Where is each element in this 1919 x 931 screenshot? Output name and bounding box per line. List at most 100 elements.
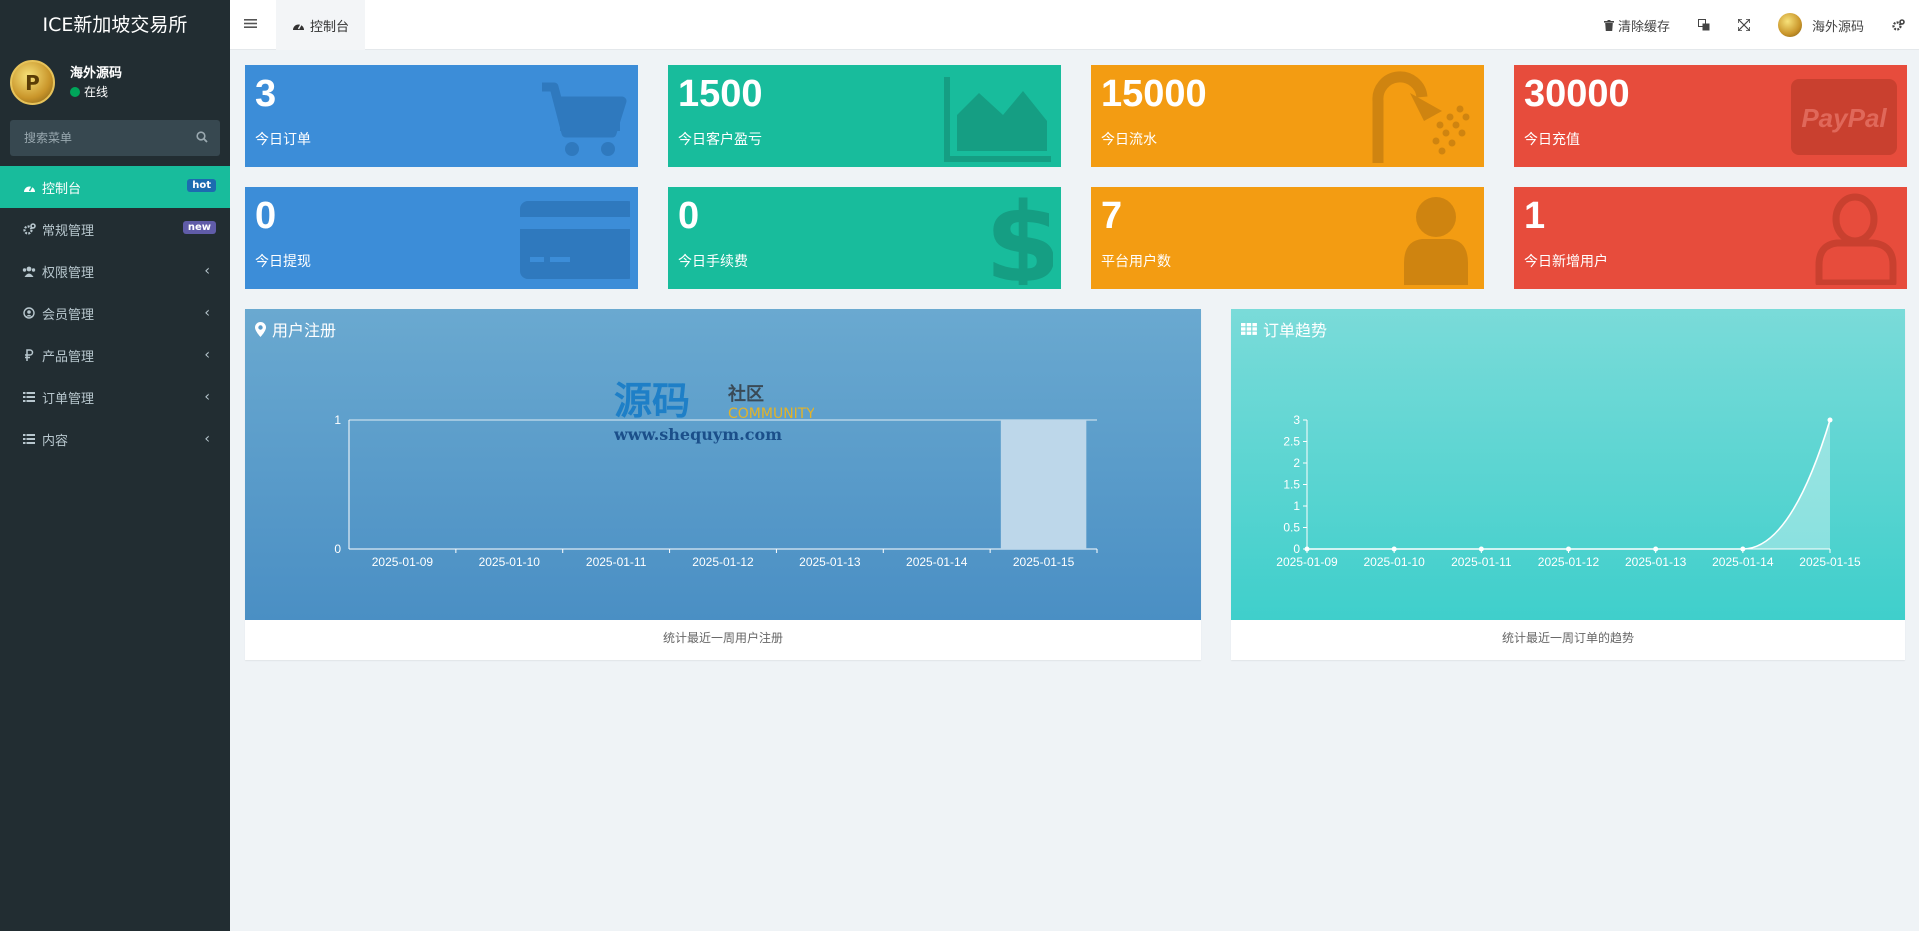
sidebar-item-label: 常规管理 xyxy=(42,223,95,239)
hot-badge: hot xyxy=(187,179,216,192)
user-circle-icon xyxy=(22,306,36,320)
x-tick-label: 2025-01-12 xyxy=(692,555,754,569)
list-icon xyxy=(22,432,36,446)
y-tick-label: 1 xyxy=(334,413,341,427)
sidebar: ICE新加坡交易所 P 海外源码 在线 控制台 hot 常规管理 new 权限管… xyxy=(0,0,230,931)
ruble-icon xyxy=(22,348,36,362)
fullscreen-button[interactable] xyxy=(1724,0,1764,50)
panel-header: 订单趋势 0 0.5 1 1.5 2 2.5 3 2025-01-09 2025-01-10 20… xyxy=(1231,309,1905,620)
dashboard-icon xyxy=(22,180,36,194)
menu-search-input[interactable] xyxy=(10,120,220,156)
cart-icon xyxy=(542,82,627,156)
user-status: 在线 xyxy=(70,83,108,100)
x-tick-label: 2025-01-12 xyxy=(1538,555,1600,569)
user-menu[interactable]: 海外源码 xyxy=(1764,0,1878,50)
user-registration-panel: 用户注册 0 1 2025-01-09 2025-01-10 2025-01-11 202… xyxy=(245,309,1201,660)
stat-value: 3 xyxy=(255,73,277,115)
panel-title: 用户注册 xyxy=(255,317,336,341)
tab-label: 控制台 xyxy=(310,19,350,35)
trash-icon xyxy=(1603,19,1614,31)
stat-value: 15000 xyxy=(1101,73,1207,115)
watermark-main: 源码 xyxy=(614,379,690,423)
stat-value: 0 xyxy=(255,195,277,237)
stat-label: 今日订单 xyxy=(255,132,311,148)
stat-fees: 0 今日手续费 $ xyxy=(668,187,1061,289)
cogs-icon xyxy=(22,222,36,236)
new-badge: new xyxy=(182,221,216,234)
stat-label: 今日提现 xyxy=(255,254,311,270)
search-icon[interactable] xyxy=(196,131,208,143)
stat-value: 30000 xyxy=(1524,73,1630,115)
paypal-text: PayPal xyxy=(1801,103,1887,133)
order-trend-panel: 订单趋势 0 0.5 1 1.5 2 2.5 3 2025-01-09 2025-01-10 20… xyxy=(1231,309,1905,660)
sidebar-item-label: 控制台 xyxy=(42,181,82,197)
dollar-icon: $ xyxy=(985,193,1053,285)
chevron-left-icon: ‹ xyxy=(204,305,210,321)
stat-label: 今日流水 xyxy=(1101,132,1157,148)
y-tick-label: 0 xyxy=(1293,542,1300,556)
chevron-left-icon: ‹ xyxy=(204,263,210,279)
panel-title-text: 订单趋势 xyxy=(1263,321,1328,340)
user-panel: P 海外源码 在线 xyxy=(0,50,230,120)
menu-toggle-icon[interactable] xyxy=(244,17,257,30)
clear-cache-button[interactable]: 清除缓存 xyxy=(1590,0,1684,50)
brand-title[interactable]: ICE新加坡交易所 xyxy=(0,0,230,50)
watermark-logo: 源码 社区 COMMUNITY www.shequym.com xyxy=(614,379,814,444)
series-line xyxy=(1307,419,1831,550)
sidebar-item-permissions[interactable]: 权限管理 ‹ xyxy=(0,250,230,292)
paypal-icon: PayPal xyxy=(1791,79,1897,155)
chevron-left-icon: ‹ xyxy=(204,347,210,363)
list-icon xyxy=(22,390,36,404)
fullscreen-icon xyxy=(1737,19,1750,31)
watermark-url: www.shequym.com xyxy=(614,425,782,444)
group-icon xyxy=(22,264,36,278)
area-fill xyxy=(1307,420,1830,549)
area-chart-icon xyxy=(944,77,1051,162)
language-button[interactable] xyxy=(1684,0,1724,50)
stat-today-orders: 3 今日订单 xyxy=(245,65,638,167)
user-name: 海外源码 xyxy=(70,66,123,81)
y-tick-label: 1 xyxy=(1293,499,1300,513)
x-tick-label: 2025-01-13 xyxy=(1625,555,1687,569)
x-tick-label: 2025-01-11 xyxy=(1451,555,1512,569)
stat-label: 今日新增用户 xyxy=(1524,254,1608,270)
watermark-sub: COMMUNITY xyxy=(728,406,814,422)
header-username: 海外源码 xyxy=(1811,19,1864,35)
online-dot-icon xyxy=(70,86,80,97)
stat-customer-pnl: 1500 今日客户盈亏 xyxy=(668,65,1061,167)
x-tick-label: 2025-01-11 xyxy=(586,555,647,569)
sidebar-item-general[interactable]: 常规管理 new xyxy=(0,208,230,250)
credit-card-icon xyxy=(520,201,630,279)
sidebar-menu: 控制台 hot 常规管理 new 权限管理 ‹ 会员管理 ‹ 产品管理 ‹ 订单… xyxy=(0,166,230,460)
stat-new-users: 1 今日新增用户 xyxy=(1514,187,1907,289)
top-header: 控制台 清除缓存 海外源码 xyxy=(230,0,1919,50)
stat-label: 今日客户盈亏 xyxy=(678,132,762,148)
y-tick-label: 0 xyxy=(334,542,341,556)
user-registration-chart: 0 1 2025-01-09 2025-01-10 2025-01-11 2025-01-… xyxy=(334,413,1098,569)
y-tick-label: 3 xyxy=(1293,413,1300,427)
grid-icon xyxy=(1241,323,1257,335)
settings-button[interactable] xyxy=(1878,0,1919,50)
sidebar-item-content[interactable]: 内容 ‹ xyxy=(0,418,230,460)
map-marker-icon xyxy=(255,321,266,337)
y-tick-label: 2 xyxy=(1293,456,1300,470)
stat-value: 1 xyxy=(1524,195,1546,237)
stat-value: 1500 xyxy=(678,73,763,115)
user-outline-icon xyxy=(1815,193,1897,285)
x-tick-label: 2025-01-15 xyxy=(1799,555,1861,569)
panel-footer: 统计最近一周用户注册 xyxy=(662,631,783,645)
svg-text:$: $ xyxy=(985,193,1053,285)
bar[interactable] xyxy=(1000,420,1087,549)
sidebar-item-orders[interactable]: 订单管理 ‹ xyxy=(0,376,230,418)
sidebar-item-members[interactable]: 会员管理 ‹ xyxy=(0,292,230,334)
sidebar-item-label: 产品管理 xyxy=(42,349,95,365)
tab-dashboard[interactable]: 控制台 xyxy=(276,0,366,50)
dashboard-icon xyxy=(293,23,304,30)
panel-footer: 统计最近一周订单的趋势 xyxy=(1501,631,1634,645)
data-point[interactable] xyxy=(1827,417,1833,423)
panel-header: 用户注册 0 1 2025-01-09 2025-01-10 2025-01-11 202… xyxy=(245,309,1201,620)
stat-platform-users: 7 平台用户数 xyxy=(1091,187,1484,289)
sidebar-item-products[interactable]: 产品管理 ‹ xyxy=(0,334,230,376)
sidebar-item-dashboard[interactable]: 控制台 hot xyxy=(0,166,230,208)
y-tick-label: 1.5 xyxy=(1283,478,1300,492)
